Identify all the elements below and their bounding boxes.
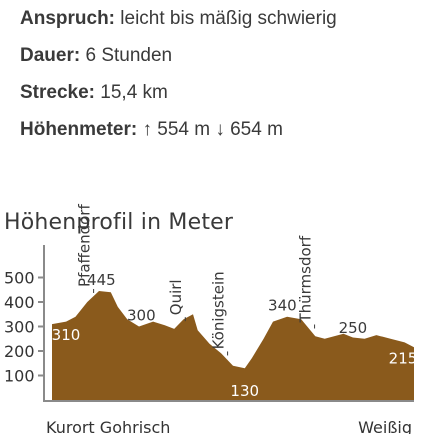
trail-facts: Anspruch: leicht bis mäßig schwierig Dau… <box>20 0 420 148</box>
fact-duration: Dauer: 6 Stunden <box>20 45 173 66</box>
elevation-value-label: 445 <box>87 271 116 289</box>
place-name-label: Pfaffendorf <box>76 204 94 287</box>
elevation-profile-plot: 500 400 300 200 100 Kurort Gohrisch Weißig 310 4… <box>4 204 418 434</box>
elevation-value-label: 130 <box>230 382 259 400</box>
y-tick-label: 100 <box>4 367 35 386</box>
elevation-area <box>52 291 414 400</box>
place-name-label: Thürmsdorf <box>297 235 315 323</box>
y-tick-label: 400 <box>4 293 35 312</box>
fact-difficulty: Anspruch: leicht bis mäßig schwierig <box>20 8 337 29</box>
start-location-label: Kurort Gohrisch <box>46 418 170 434</box>
place-name-label: Königstein <box>210 271 228 349</box>
elevation-value-label: 340 <box>268 297 297 315</box>
elevation-value-label: 250 <box>339 319 368 337</box>
fact-elevation: Höhenmeter: ↑ 554 m ↓ 654 m <box>20 119 283 140</box>
elevation-value-label: 215 <box>389 349 418 367</box>
elevation-value-label: 310 <box>52 326 81 344</box>
place-name-label: Quirl <box>167 279 185 315</box>
y-tick-label: 200 <box>4 342 35 361</box>
y-tick-label: 300 <box>4 318 35 337</box>
fact-distance: Strecke: 15,4 km <box>20 82 168 103</box>
elevation-value-label: 300 <box>127 307 156 325</box>
y-tick-label: 500 <box>4 269 35 288</box>
chart-title: Höhenprofil in Meter <box>4 210 234 235</box>
end-location-label: Weißig <box>358 418 412 434</box>
elevation-profile-chart: 500 400 300 200 100 Kurort Gohrisch Weißig 310 4… <box>0 190 425 434</box>
